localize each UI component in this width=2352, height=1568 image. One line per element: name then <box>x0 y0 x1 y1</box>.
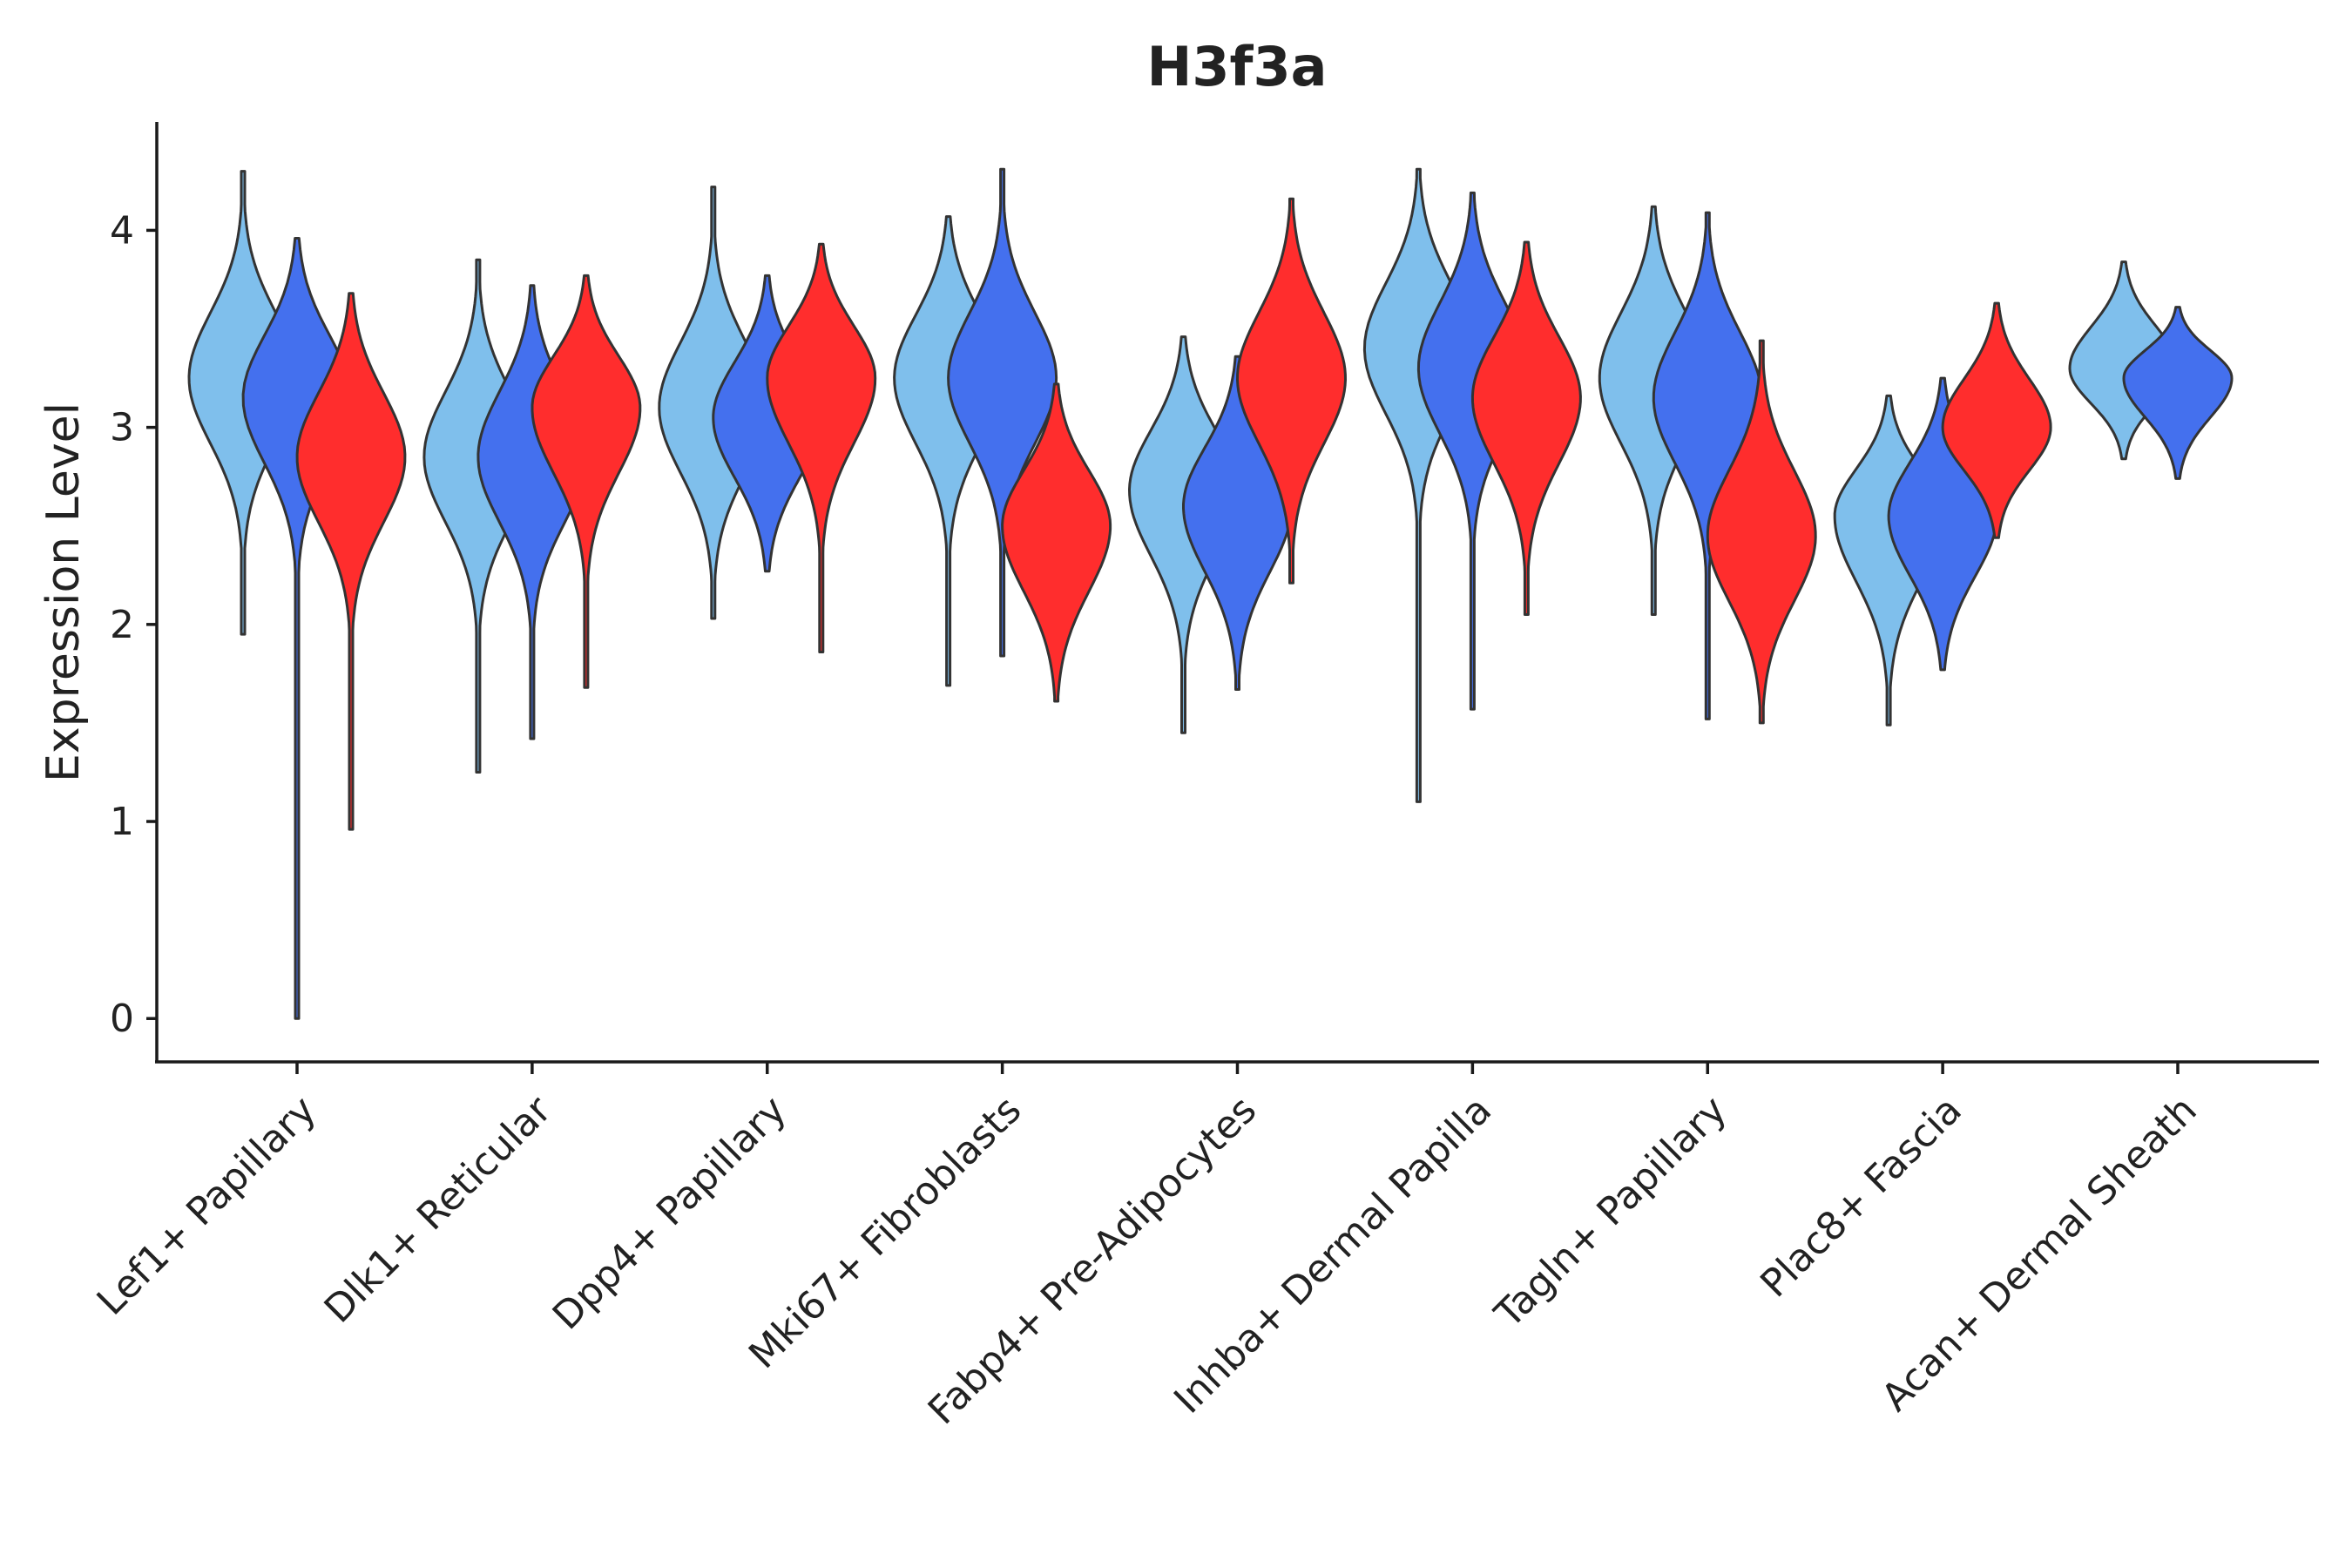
y-tick-label: 3 <box>110 406 134 450</box>
violin-3-1 <box>295 292 407 831</box>
violin-3-8 <box>1941 301 2052 539</box>
violin-3-2 <box>531 274 642 689</box>
x-category-label: Plac8+ Fascia <box>1752 1088 1970 1307</box>
y-tick-label: 2 <box>110 603 134 647</box>
y-axis-title: Expression Level <box>37 402 90 782</box>
y-tick-label: 0 <box>110 997 134 1041</box>
violin-3-5 <box>1236 197 1347 585</box>
chart-title: H3f3a <box>1147 35 1328 98</box>
x-category-label: Dlk1+ Reticular <box>316 1087 561 1332</box>
y-tick-label: 4 <box>110 208 134 253</box>
violin-2-4 <box>947 167 1058 658</box>
x-category-label: Tagln+ Papillary <box>1486 1088 1735 1337</box>
violin-1-3 <box>658 186 769 620</box>
violin-layer <box>187 167 2234 1020</box>
y-tick-label: 1 <box>110 800 134 844</box>
violin-3-4 <box>1001 382 1112 703</box>
violin-3-7 <box>1706 339 1817 725</box>
violin-3-6 <box>1470 240 1582 616</box>
violin-3-3 <box>766 242 877 653</box>
y-axis-ticks: 0 1 2 3 4 <box>110 208 157 1041</box>
x-category-label: Dpp4+ Papillary <box>544 1088 795 1339</box>
violin-2-9 <box>2122 306 2234 480</box>
x-category-label: Lef1+ Papillary <box>89 1088 325 1324</box>
